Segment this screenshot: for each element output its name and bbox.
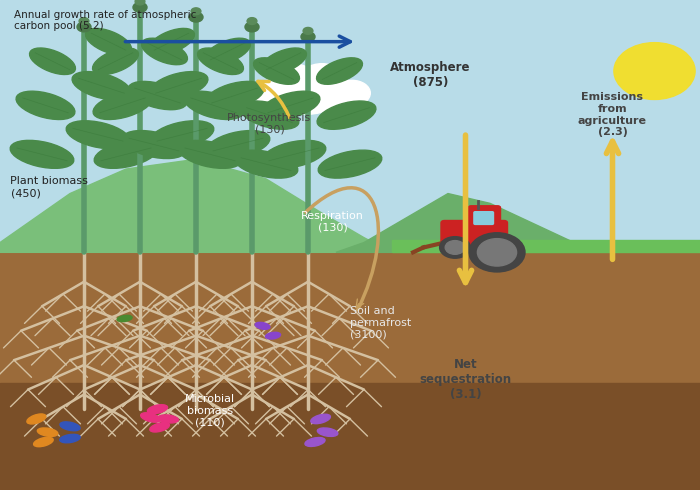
Ellipse shape — [206, 130, 270, 159]
Ellipse shape — [149, 72, 208, 100]
Circle shape — [79, 18, 89, 24]
Ellipse shape — [234, 150, 298, 178]
Circle shape — [133, 2, 147, 12]
Circle shape — [270, 64, 316, 96]
Ellipse shape — [197, 48, 244, 74]
Ellipse shape — [204, 38, 251, 65]
Text: Plant biomass
(450): Plant biomass (450) — [10, 176, 88, 198]
Ellipse shape — [93, 91, 152, 120]
Ellipse shape — [255, 322, 270, 329]
Ellipse shape — [205, 81, 264, 110]
Text: Emissions
from
agriculture
(2.3): Emissions from agriculture (2.3) — [578, 93, 647, 137]
Ellipse shape — [85, 28, 132, 55]
Polygon shape — [0, 159, 392, 252]
Ellipse shape — [317, 428, 338, 437]
Ellipse shape — [72, 72, 131, 100]
Ellipse shape — [305, 438, 325, 446]
Ellipse shape — [240, 101, 299, 129]
Ellipse shape — [66, 121, 130, 149]
Circle shape — [135, 0, 145, 5]
Ellipse shape — [60, 422, 80, 431]
Ellipse shape — [16, 91, 75, 120]
Polygon shape — [392, 240, 700, 252]
Ellipse shape — [27, 414, 46, 424]
Ellipse shape — [311, 414, 330, 424]
Ellipse shape — [141, 38, 188, 65]
Ellipse shape — [29, 48, 76, 74]
Circle shape — [245, 22, 259, 32]
Ellipse shape — [141, 413, 160, 422]
FancyBboxPatch shape — [474, 212, 494, 224]
Ellipse shape — [122, 130, 186, 159]
Ellipse shape — [60, 434, 80, 443]
Text: Respiration
(130): Respiration (130) — [301, 211, 364, 233]
Text: Atmosphere
(875): Atmosphere (875) — [391, 61, 470, 89]
Circle shape — [477, 239, 517, 266]
Ellipse shape — [253, 58, 300, 84]
Circle shape — [614, 43, 695, 99]
Circle shape — [469, 233, 525, 272]
Circle shape — [301, 32, 315, 42]
Ellipse shape — [150, 121, 214, 149]
Circle shape — [303, 27, 313, 34]
Circle shape — [274, 67, 342, 114]
Text: Annual growth rate of atmospheric
carbon pool (5.2): Annual growth rate of atmospheric carbon… — [14, 10, 197, 31]
Circle shape — [334, 80, 370, 106]
Ellipse shape — [92, 48, 139, 74]
Bar — [0, 252, 700, 490]
FancyBboxPatch shape — [441, 220, 508, 252]
Ellipse shape — [148, 28, 195, 55]
Ellipse shape — [94, 140, 158, 169]
Circle shape — [314, 78, 360, 111]
Circle shape — [247, 18, 257, 24]
Text: Photosynthesis
(130): Photosynthesis (130) — [228, 113, 312, 134]
Polygon shape — [336, 194, 588, 252]
Ellipse shape — [184, 91, 243, 120]
Text: Microbial
biomass
(110): Microbial biomass (110) — [185, 394, 235, 428]
Text: Net
sequestration
(3.1): Net sequestration (3.1) — [419, 358, 512, 401]
Circle shape — [77, 22, 91, 32]
Ellipse shape — [128, 81, 187, 110]
Ellipse shape — [37, 428, 58, 437]
Ellipse shape — [260, 48, 307, 74]
Circle shape — [256, 78, 302, 111]
Circle shape — [299, 64, 345, 96]
Ellipse shape — [150, 422, 169, 432]
Bar — [0, 383, 700, 490]
Ellipse shape — [34, 437, 53, 447]
Circle shape — [440, 237, 470, 258]
Text: Soil and
permafrost
(3100): Soil and permafrost (3100) — [350, 306, 412, 340]
Ellipse shape — [158, 415, 178, 423]
Circle shape — [445, 241, 465, 254]
Circle shape — [189, 12, 203, 22]
Ellipse shape — [317, 101, 376, 129]
Ellipse shape — [10, 140, 74, 169]
Ellipse shape — [261, 91, 320, 120]
Ellipse shape — [117, 316, 132, 321]
Ellipse shape — [262, 140, 326, 169]
Ellipse shape — [265, 332, 281, 339]
Ellipse shape — [178, 140, 241, 169]
Ellipse shape — [148, 405, 167, 414]
Ellipse shape — [318, 150, 382, 178]
Circle shape — [191, 8, 201, 15]
FancyBboxPatch shape — [468, 206, 500, 228]
Ellipse shape — [316, 58, 363, 84]
